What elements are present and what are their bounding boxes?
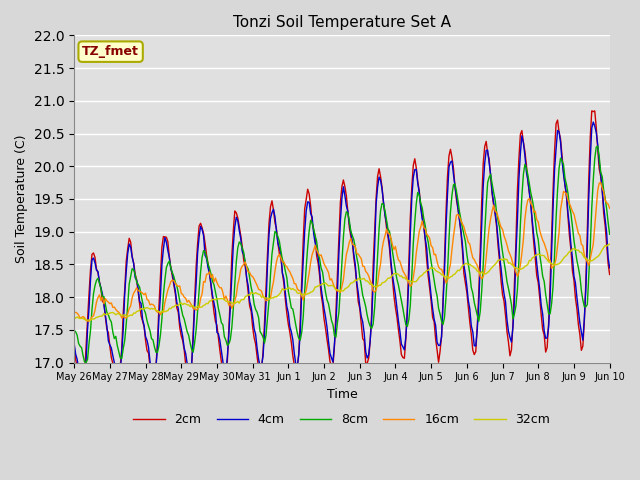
Line: 16cm: 16cm xyxy=(74,182,610,321)
16cm xyxy=(542,245,550,251)
16cm xyxy=(406,284,414,289)
4cm xyxy=(542,336,550,341)
2cm xyxy=(406,215,414,220)
2cm xyxy=(86,266,94,272)
4cm xyxy=(377,178,385,183)
16cm xyxy=(597,180,605,185)
2cm xyxy=(77,385,85,391)
Line: 4cm: 4cm xyxy=(74,122,610,382)
32cm xyxy=(406,278,414,284)
2cm xyxy=(606,272,614,277)
32cm xyxy=(606,241,614,247)
Line: 2cm: 2cm xyxy=(74,111,610,388)
8cm xyxy=(86,327,94,333)
4cm xyxy=(606,265,614,271)
8cm xyxy=(70,327,78,333)
16cm xyxy=(377,261,385,267)
2cm xyxy=(172,290,179,296)
8cm xyxy=(594,143,602,149)
4cm xyxy=(406,231,414,237)
16cm xyxy=(172,280,179,286)
4cm xyxy=(589,119,597,125)
8cm xyxy=(377,208,385,214)
4cm xyxy=(70,341,78,347)
Title: Tonzi Soil Temperature Set A: Tonzi Soil Temperature Set A xyxy=(233,15,451,30)
16cm xyxy=(85,318,93,324)
2cm xyxy=(70,344,78,349)
2cm xyxy=(377,174,385,180)
8cm xyxy=(82,360,90,366)
Line: 8cm: 8cm xyxy=(74,146,610,363)
4cm xyxy=(395,318,403,324)
16cm xyxy=(606,205,614,211)
2cm xyxy=(588,108,596,114)
32cm xyxy=(70,316,78,322)
16cm xyxy=(70,309,78,315)
2cm xyxy=(395,327,403,333)
32cm xyxy=(172,302,179,308)
8cm xyxy=(542,291,550,297)
8cm xyxy=(172,279,179,285)
4cm xyxy=(172,288,179,294)
32cm xyxy=(542,255,550,261)
8cm xyxy=(395,282,403,288)
Y-axis label: Soil Temperature (C): Soil Temperature (C) xyxy=(15,135,28,263)
4cm xyxy=(86,277,94,283)
32cm xyxy=(377,283,385,288)
2cm xyxy=(542,349,550,355)
32cm xyxy=(85,317,93,323)
Line: 32cm: 32cm xyxy=(74,244,610,320)
8cm xyxy=(606,231,614,237)
8cm xyxy=(406,302,414,308)
16cm xyxy=(86,317,94,323)
32cm xyxy=(86,317,94,323)
Text: TZ_fmet: TZ_fmet xyxy=(82,45,139,58)
32cm xyxy=(395,271,403,277)
Legend: 2cm, 4cm, 8cm, 16cm, 32cm: 2cm, 4cm, 8cm, 16cm, 32cm xyxy=(129,408,556,431)
16cm xyxy=(395,257,403,263)
4cm xyxy=(77,379,85,384)
X-axis label: Time: Time xyxy=(326,388,357,401)
